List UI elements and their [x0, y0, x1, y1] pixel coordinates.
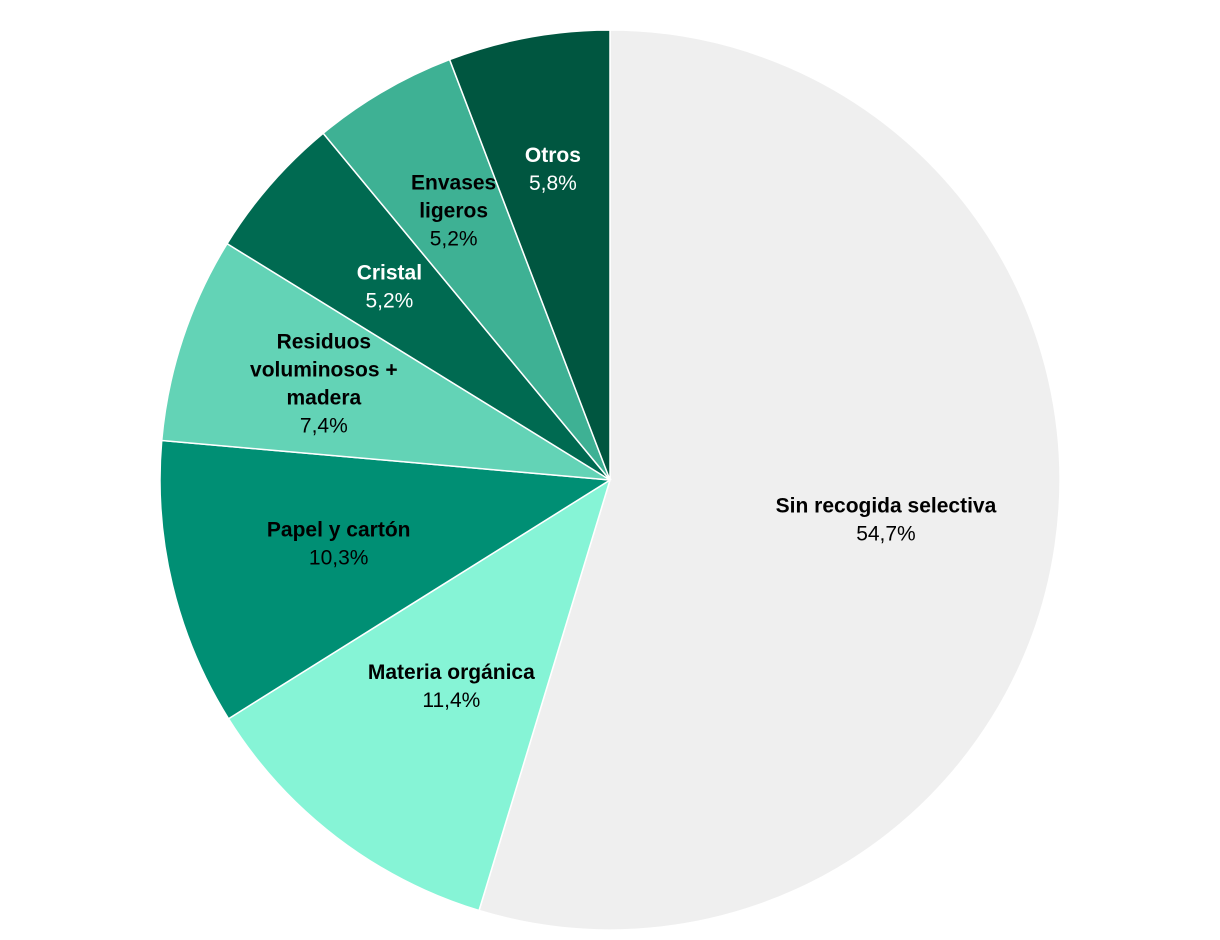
slice-label-envases-ligeros: Envases ligeros 5,2%: [411, 171, 496, 250]
slice-label-cristal: Cristal 5,2%: [357, 261, 422, 312]
slice-label-value: 5,2%: [365, 289, 413, 312]
slice-label-name: Papel y cartón: [267, 519, 411, 542]
slice-label-name: Materia orgánica: [368, 661, 535, 684]
slice-label-residuos-voluminosos-madera: Residuos voluminosos + madera 7,4%: [250, 331, 398, 438]
slice-label-sin-recogida-selectiva: Sin recogida selectiva 54,7%: [776, 495, 997, 546]
slices-layer: [159, 29, 1061, 931]
slice-label-value: 5,8%: [529, 172, 577, 195]
slice-label-papel-y-carton: Papel y cartón 10,3%: [267, 519, 411, 570]
pie-slice-otros: [448, 29, 611, 481]
slice-label-value: 54,7%: [856, 523, 916, 546]
labels-layer: Sin recogida selectiva 54,7% Materia orgán…: [250, 144, 997, 712]
slice-label-materia-organica: Materia orgánica 11,4%: [368, 661, 535, 712]
slice-label-name: Cristal: [357, 261, 422, 284]
slice-label-name: Otros: [525, 144, 581, 167]
slice-label-value: 10,3%: [309, 547, 369, 570]
pie-slice-materia-organica: [227, 478, 612, 912]
slice-label-name: Sin recogida selectiva: [776, 495, 997, 518]
slice-label-value: 11,4%: [422, 689, 480, 712]
slice-label-name: Residuos: [277, 331, 372, 354]
slice-label-name: madera: [286, 387, 361, 410]
slice-label-name: ligeros: [419, 199, 488, 222]
slice-label-otros: Otros 5,8%: [525, 144, 581, 195]
pie-slice-residuos-voluminosos-madera: [160, 242, 611, 481]
slice-label-value: 7,4%: [300, 415, 348, 438]
slice-label-name: Envases: [411, 171, 496, 194]
slice-label-name: voluminosos +: [250, 359, 398, 382]
pie-slice-cristal: [226, 132, 611, 481]
pie-slice-envases-ligeros: [322, 58, 611, 481]
pie-slice-sin-recogida-selectiva: [478, 29, 1061, 931]
pie-slice-papel-y-carton: [159, 439, 613, 720]
slice-label-value: 5,2%: [430, 227, 478, 250]
